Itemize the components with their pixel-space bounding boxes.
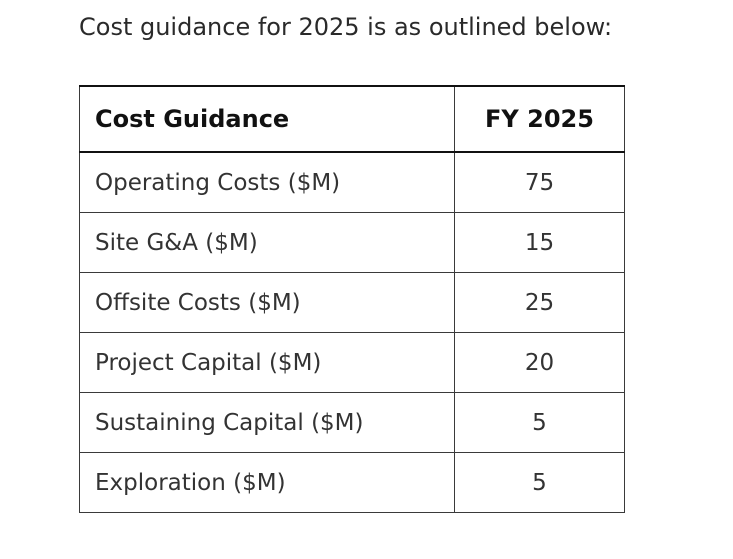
intro-text: Cost guidance for 2025 is as outlined be…	[79, 13, 613, 41]
header-cost-guidance: Cost Guidance	[79, 85, 455, 153]
row-value: 5	[454, 452, 625, 513]
table-header-row: Cost Guidance FY 2025	[79, 85, 625, 153]
row-value: 5	[454, 392, 625, 453]
row-value: 25	[454, 272, 625, 333]
row-value: 20	[454, 332, 625, 393]
table-row: Operating Costs ($M) 75	[79, 151, 625, 213]
row-label: Sustaining Capital ($M)	[79, 392, 455, 453]
row-label: Project Capital ($M)	[79, 332, 455, 393]
cost-guidance-table: Cost Guidance FY 2025 Operating Costs ($…	[79, 85, 625, 513]
row-value: 75	[454, 151, 625, 213]
table-row: Exploration ($M) 5	[79, 452, 625, 513]
table-row: Offsite Costs ($M) 25	[79, 272, 625, 333]
row-label: Exploration ($M)	[79, 452, 455, 513]
header-fy-2025: FY 2025	[454, 85, 625, 153]
table-row: Site G&A ($M) 15	[79, 212, 625, 273]
row-label: Operating Costs ($M)	[79, 151, 455, 213]
table-row: Sustaining Capital ($M) 5	[79, 392, 625, 453]
row-label: Site G&A ($M)	[79, 212, 455, 273]
row-value: 15	[454, 212, 625, 273]
table-row: Project Capital ($M) 20	[79, 332, 625, 393]
row-label: Offsite Costs ($M)	[79, 272, 455, 333]
